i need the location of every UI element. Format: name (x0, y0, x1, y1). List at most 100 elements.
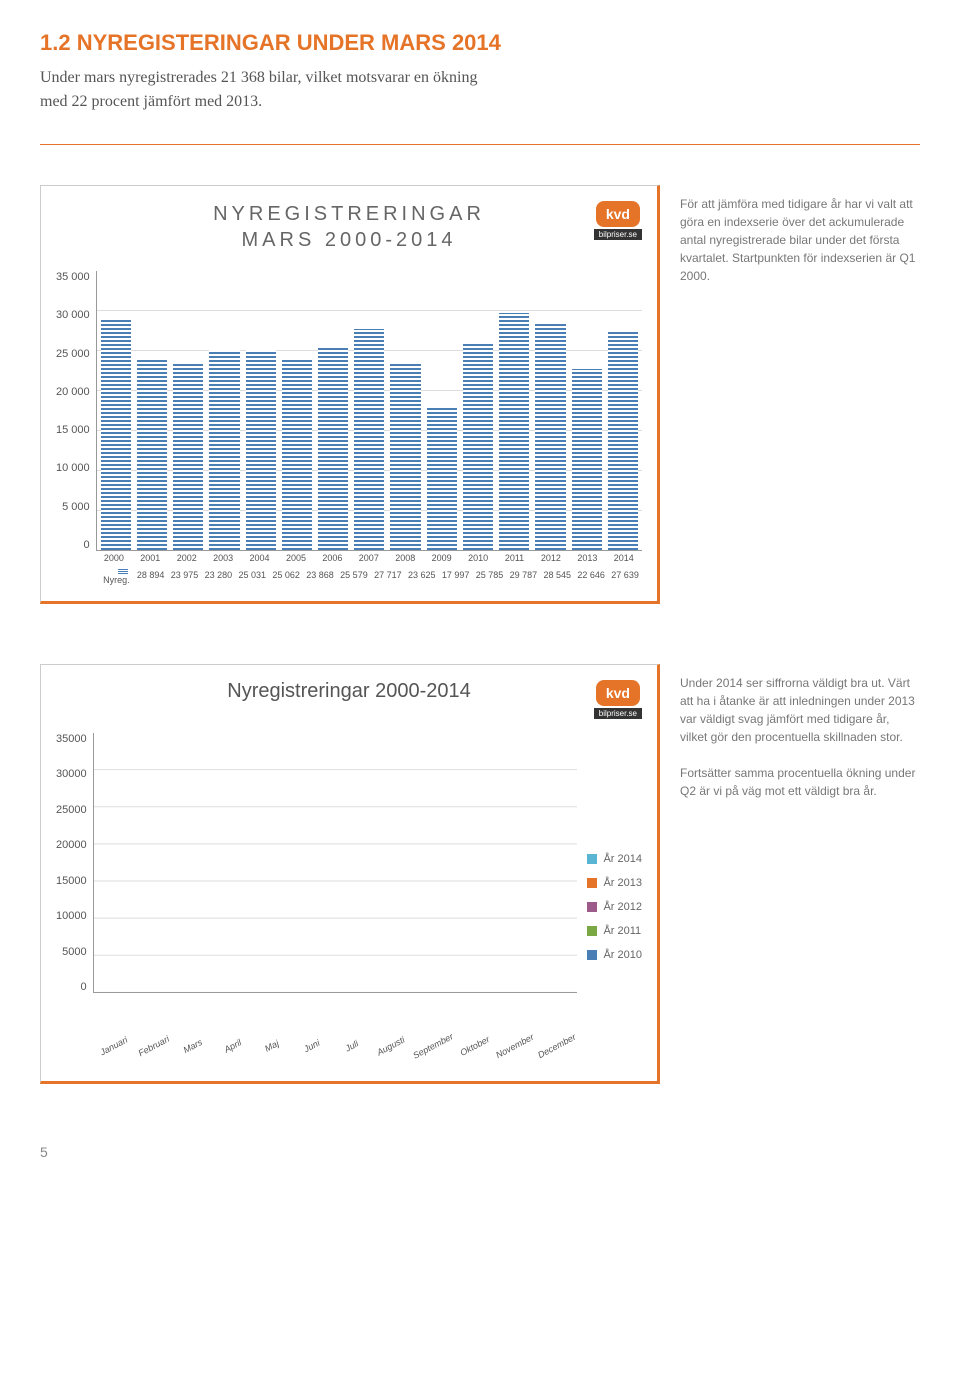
chart1-series-label: Nyreg. (103, 575, 130, 585)
legend-swatch (587, 878, 597, 888)
ytick: 5 000 (62, 501, 90, 513)
legend-label: År 2012 (603, 901, 642, 913)
ytick: 30000 (56, 768, 87, 780)
bar (463, 344, 493, 550)
month-label: September (411, 1031, 455, 1061)
chart2-legend: År 2014 År 2013 År 2012 År 2011 År 2010 (577, 733, 642, 1051)
chart2-side-p1: Under 2014 ser siffrorna väldigt bra ut.… (680, 674, 920, 746)
xlabel: 2004 (241, 551, 277, 565)
xlabel: 2000 (96, 551, 132, 565)
value-label: 23 975 (168, 568, 202, 582)
chart1-side-text: För att jämföra med tidigare år har vi v… (680, 185, 920, 604)
month-label: November (494, 1032, 535, 1060)
ytick: 10000 (56, 910, 87, 922)
month-label: Juni (292, 1032, 332, 1059)
xlabel: 2008 (387, 551, 423, 565)
logo-main-2: kvd (596, 680, 640, 706)
xlabel: 2013 (569, 551, 605, 565)
bar (499, 313, 529, 550)
chart1-legend-row: Nyreg. 28 89423 97523 28025 03125 06223 … (96, 565, 642, 585)
logo-sub: bilpriser.se (594, 229, 642, 240)
bar (572, 369, 602, 550)
chart2-box: kvd bilpriser.se Nyregistreringar 2000-2… (40, 664, 660, 1084)
bar (608, 330, 638, 550)
logo-sub-2: bilpriser.se (594, 708, 642, 719)
month-label: Juli (332, 1032, 372, 1059)
month-label: Augusti (371, 1032, 411, 1059)
chart1-title-line1: NYREGISTRERINGAR (213, 203, 485, 225)
value-label: 22 646 (574, 568, 608, 582)
ytick: 35 000 (56, 271, 90, 283)
month-label: Januari (94, 1032, 134, 1059)
chart1-value-labels: 28 89423 97523 28025 03125 06223 86825 5… (134, 568, 642, 582)
month-label: April (213, 1032, 253, 1059)
xlabel: 2011 (496, 551, 532, 565)
value-label: 29 787 (506, 568, 540, 582)
chart1-yaxis: 35 00030 00025 00020 00015 00010 0005 00… (56, 271, 96, 551)
legend-swatch (587, 854, 597, 864)
ytick: 30 000 (56, 309, 90, 321)
chart2-groups (93, 733, 578, 993)
xlabel: 2007 (351, 551, 387, 565)
chart1-plotarea: 2000200120022003200420052006200720082009… (96, 271, 642, 591)
chart2-xlabels: JanuariFebruariMarsAprilMajJuniJuliAugus… (94, 1041, 577, 1051)
divider (40, 144, 920, 145)
legend-item: År 2013 (587, 877, 642, 889)
chart2-row: kvd bilpriser.se Nyregistreringar 2000-2… (40, 664, 920, 1084)
value-label: 23 868 (303, 568, 337, 582)
legend-label: År 2011 (603, 925, 641, 937)
chart1-row: kvd bilpriser.se NYREGISTRERINGAR MARS 2… (40, 185, 920, 604)
chart2-yaxis: 35000300002500020000150001000050000 (56, 733, 93, 993)
legend-label: År 2010 (603, 949, 642, 961)
legend-swatch (587, 950, 597, 960)
value-label: 28 894 (134, 568, 168, 582)
chart1-xlabels: 2000200120022003200420052006200720082009… (96, 551, 642, 565)
value-label: 25 785 (473, 568, 507, 582)
ytick: 35000 (56, 733, 87, 745)
ytick: 0 (84, 539, 90, 551)
legend-item: År 2012 (587, 901, 642, 913)
ytick: 0 (80, 981, 86, 993)
bar (535, 322, 565, 550)
chart1-bars (96, 271, 642, 551)
chart2-side-p2: Fortsätter samma procentuella ökning und… (680, 764, 920, 800)
xlabel: 2003 (205, 551, 241, 565)
intro-text: Under mars nyregistrerades 21 368 bilar,… (40, 66, 500, 114)
ytick: 10 000 (56, 462, 90, 474)
ytick: 15000 (56, 875, 87, 887)
xlabel: 2001 (132, 551, 168, 565)
bar (246, 350, 276, 550)
legend-item: År 2010 (587, 949, 642, 961)
legend-label: År 2013 (603, 877, 642, 889)
bar (137, 359, 167, 550)
value-label: 25 579 (337, 568, 371, 582)
value-label: 23 280 (201, 568, 235, 582)
value-label: 27 639 (608, 568, 642, 582)
ytick: 20 000 (56, 386, 90, 398)
chart2-title: Nyregistreringar 2000-2014 (56, 680, 642, 703)
month-label: December (536, 1032, 577, 1060)
legend-label: År 2014 (603, 853, 642, 865)
chart1-box: kvd bilpriser.se NYREGISTRERINGAR MARS 2… (40, 185, 660, 604)
legend-swatch (587, 902, 597, 912)
chart2-side-text: Under 2014 ser siffrorna väldigt bra ut.… (680, 664, 920, 1084)
chart2-plot: 35000300002500020000150001000050000 (56, 733, 577, 1033)
xlabel: 2006 (314, 551, 350, 565)
section-title: 1.2 NYREGISTERINGAR UNDER MARS 2014 (40, 30, 920, 56)
logo-main: kvd (596, 201, 640, 227)
month-label: Februari (134, 1032, 174, 1059)
value-label: 27 717 (371, 568, 405, 582)
ytick: 25 000 (56, 348, 90, 360)
bar (173, 364, 203, 550)
chart1-plot: 35 00030 00025 00020 00015 00010 0005 00… (56, 271, 642, 591)
xlabel: 2009 (423, 551, 459, 565)
ytick: 25000 (56, 804, 87, 816)
xlabel: 2002 (169, 551, 205, 565)
chart1-title-line2: MARS 2000-2014 (242, 229, 457, 251)
value-label: 25 031 (235, 568, 269, 582)
bar (282, 360, 312, 550)
bar (101, 320, 131, 550)
value-label: 28 545 (540, 568, 574, 582)
logo-badge: kvd bilpriser.se (594, 201, 642, 240)
month-label: Maj (252, 1032, 292, 1059)
